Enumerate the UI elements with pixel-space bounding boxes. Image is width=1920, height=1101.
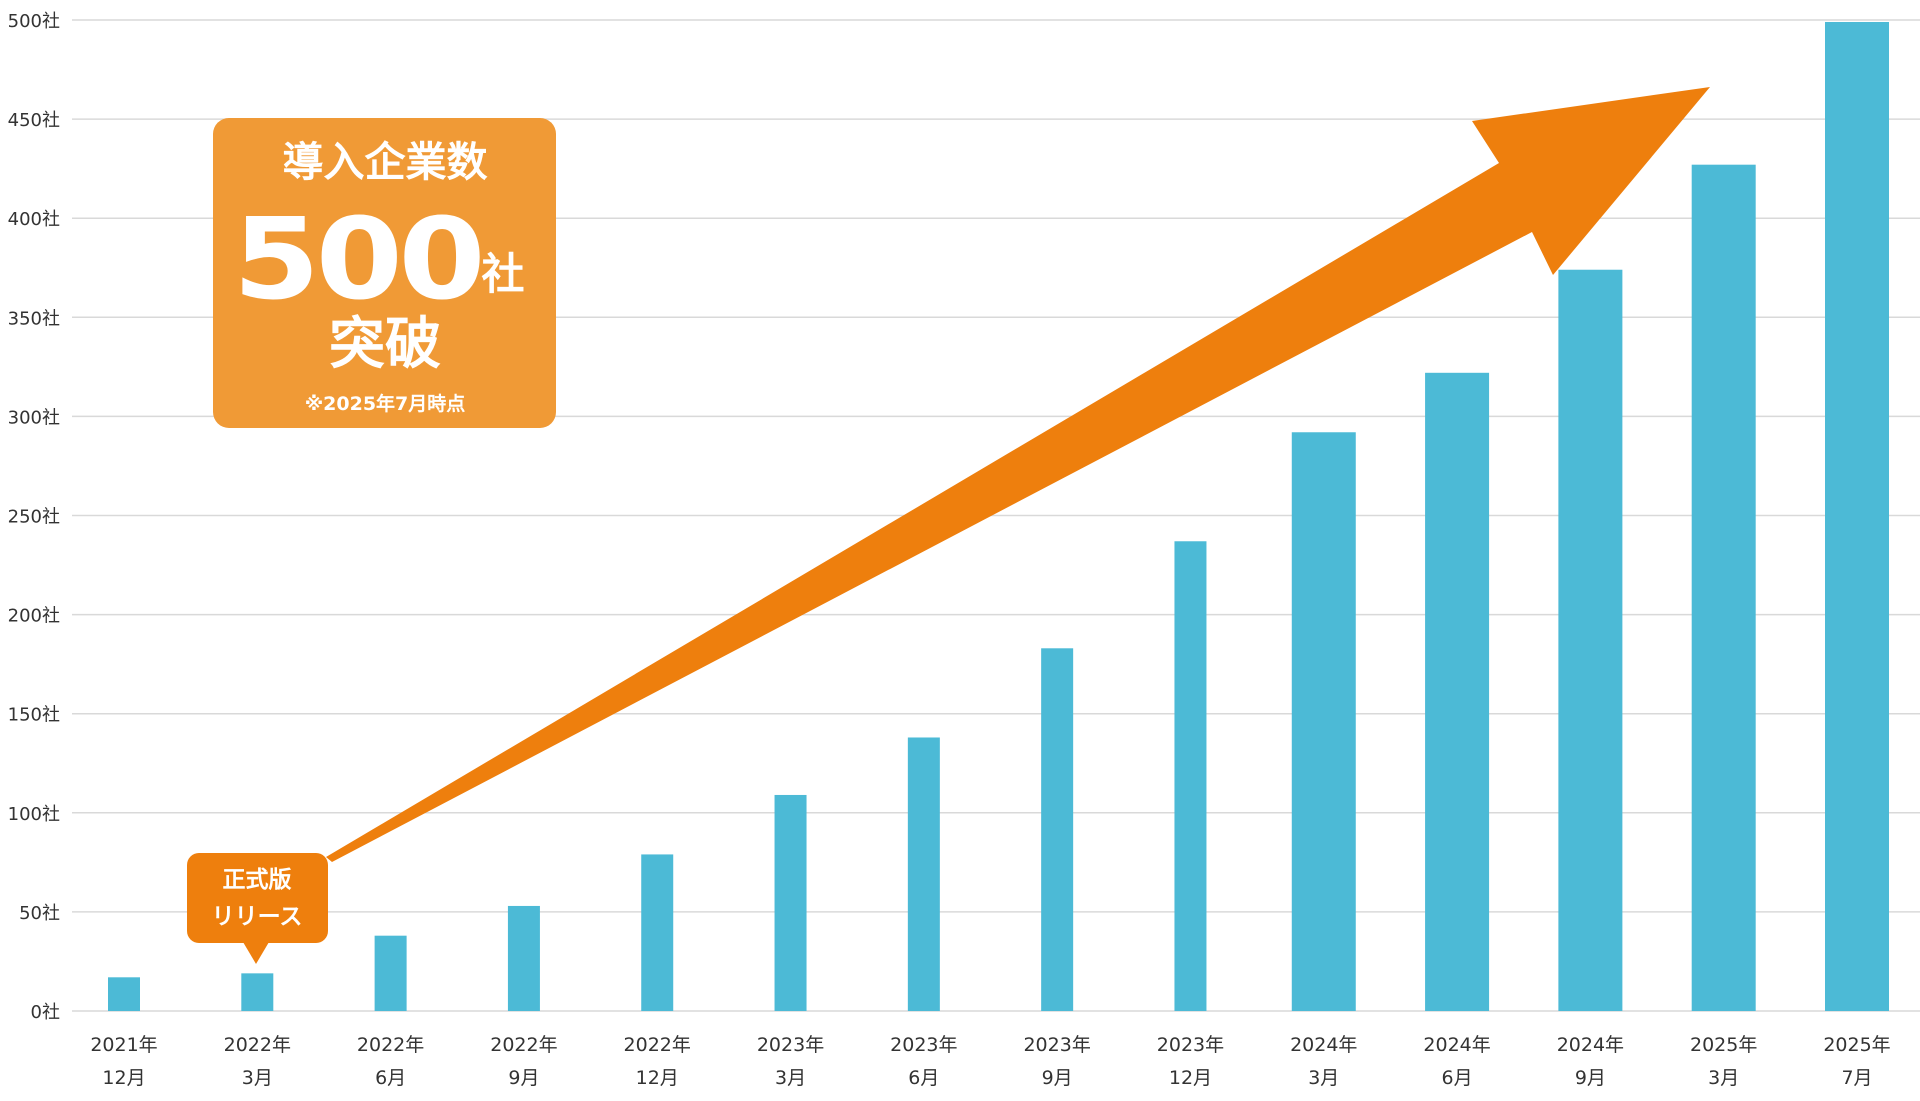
headline-number: 500 <box>233 195 481 325</box>
x-tick-label-month: 12月 <box>1169 1067 1212 1089</box>
y-tick-label: 500社 <box>8 11 60 32</box>
bar <box>1041 648 1074 1011</box>
bar <box>241 973 274 1011</box>
y-tick-label: 200社 <box>8 606 60 627</box>
x-tick-label-month: 3月 <box>775 1067 806 1089</box>
release-callout-pointer <box>243 942 269 964</box>
x-tick-label-year: 2022年 <box>357 1034 424 1056</box>
bar <box>507 905 540 1011</box>
release-callout-background <box>187 853 328 943</box>
bar <box>1291 432 1356 1012</box>
bar <box>1425 372 1490 1011</box>
x-tick-label-month: 7月 <box>1841 1067 1872 1089</box>
release-callout: 正式版 リリース <box>187 853 328 964</box>
x-tick-label-year: 2023年 <box>757 1034 824 1056</box>
y-axis-tick-labels: 0社 50社 100社 150社 200社 250社 300社 350社 400社 450社 500… <box>8 11 60 1023</box>
y-tick-label: 150社 <box>8 705 60 726</box>
y-tick-label: 250社 <box>8 507 60 528</box>
x-tick-label-year: 2025年 <box>1690 1034 1757 1056</box>
headline-box: 導入企業数 500 社 突破 ※2025年7月時点 <box>213 118 556 428</box>
x-tick-label-year: 2024年 <box>1557 1034 1624 1056</box>
x-axis-tick-labels: 2021年 12月 2022年 3月 2022年 6月 2022年 9月 2022年 12月 202… <box>90 1034 1890 1089</box>
y-tick-label: 400社 <box>8 209 60 230</box>
release-callout-line1: 正式版 <box>223 866 292 893</box>
x-tick-label-year: 2022年 <box>490 1034 557 1056</box>
bar <box>641 854 674 1011</box>
x-tick-label-month: 3月 <box>242 1067 273 1089</box>
headline-unit: 社 <box>482 250 525 300</box>
bar <box>1691 164 1756 1011</box>
x-tick-label-month: 9月 <box>508 1067 539 1089</box>
bar <box>1558 269 1623 1011</box>
y-tick-label: 450社 <box>8 110 60 131</box>
y-tick-label: 100社 <box>8 804 60 825</box>
x-tick-label-month: 6月 <box>908 1067 939 1089</box>
bar <box>907 737 940 1011</box>
bar <box>1174 541 1207 1011</box>
x-tick-label-year: 2022年 <box>624 1034 691 1056</box>
x-tick-label-year: 2025年 <box>1823 1034 1890 1056</box>
bar <box>108 977 140 1011</box>
bar <box>1825 21 1889 1012</box>
y-tick-label: 50社 <box>19 903 60 924</box>
x-tick-label-month: 6月 <box>1442 1067 1473 1089</box>
x-tick-label-month: 6月 <box>375 1067 406 1089</box>
y-tick-label: 350社 <box>8 308 60 329</box>
headline-line1: 導入企業数 <box>283 138 488 186</box>
headline-line3: 突破 <box>329 312 441 377</box>
x-tick-label-month: 12月 <box>636 1067 679 1089</box>
bars <box>108 21 1889 1012</box>
x-tick-label-year: 2023年 <box>1157 1034 1224 1056</box>
x-tick-label-year: 2022年 <box>224 1034 291 1056</box>
x-tick-label-month: 12月 <box>102 1067 145 1089</box>
x-tick-label-month: 9月 <box>1575 1067 1606 1089</box>
headline-box-background <box>213 118 556 428</box>
bar <box>774 794 807 1011</box>
x-tick-label-month: 9月 <box>1042 1067 1073 1089</box>
x-tick-label-month: 3月 <box>1708 1067 1739 1089</box>
x-tick-label-month: 3月 <box>1308 1067 1339 1089</box>
release-callout-line2: リリース <box>212 904 303 930</box>
headline-note: ※2025年7月時点 <box>305 392 466 415</box>
y-tick-label: 0社 <box>31 1002 60 1023</box>
x-tick-label-year: 2024年 <box>1423 1034 1490 1056</box>
y-tick-label: 300社 <box>8 407 60 428</box>
x-tick-label-year: 2024年 <box>1290 1034 1357 1056</box>
x-tick-label-year: 2021年 <box>90 1034 157 1056</box>
x-tick-label-year: 2023年 <box>1023 1034 1090 1056</box>
bar <box>374 935 407 1011</box>
x-tick-label-year: 2023年 <box>890 1034 957 1056</box>
growth-arrow <box>326 87 1710 862</box>
